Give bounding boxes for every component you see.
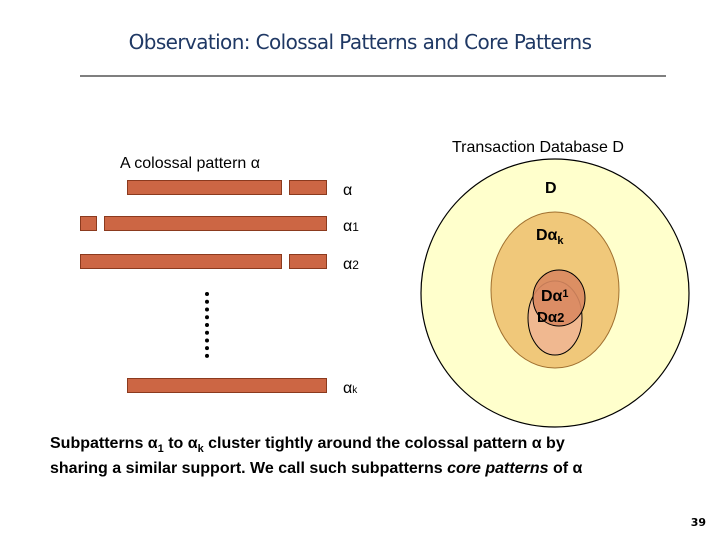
title-divider: [80, 75, 666, 77]
caption: Subpatterns α1 to αk cluster tightly aro…: [50, 434, 680, 479]
D-alpha-1-label: Dα1: [541, 288, 569, 305]
alpha1-label-sub: 1: [352, 220, 359, 234]
alpha2-label-sub: 2: [352, 258, 359, 272]
D-alpha-2-base: Dα: [537, 309, 558, 326]
caption-sub-1: 1: [157, 443, 164, 456]
alphak-row-label: αk: [343, 380, 357, 398]
D-alpha-1-base: Dα: [541, 288, 563, 305]
caption-sub-k: k: [197, 443, 204, 456]
alphak-label-base: α: [343, 380, 353, 397]
D-label: D: [545, 180, 557, 197]
alpha2-bar-segment-2: [289, 254, 327, 269]
colossal-pattern-heading: A colossal pattern α: [120, 155, 260, 172]
D-alpha-1-region: [532, 269, 586, 327]
caption-line1-part-a: Subpatterns α: [50, 435, 158, 452]
caption-line1-part-c: cluster tightly around the colossal patt…: [203, 435, 565, 452]
D-alpha-2-label: Dα2: [537, 309, 564, 326]
slide-title: Observation: Colossal Patterns and Core …: [128, 30, 592, 54]
D-alpha-1-sub: 1: [562, 288, 568, 300]
page-number: 39: [690, 516, 706, 529]
D-alpha-k-sub: k: [557, 235, 564, 247]
alpha-bar-segment-2: [289, 180, 327, 195]
alpha1-bar-segment-1: [80, 216, 97, 231]
alphak-label-sub: k: [352, 385, 358, 396]
caption-line2-part-b: of α: [548, 460, 583, 478]
alpha2-label-base: α: [343, 256, 353, 273]
alpha1-label-base: α: [343, 218, 353, 235]
D-alpha-k-base: Dα: [536, 227, 558, 244]
caption-core-patterns: core patterns: [447, 460, 549, 478]
alpha1-bar-segment-2: [104, 216, 327, 231]
D-alpha-k-label: Dαk: [536, 227, 564, 247]
alpha-row-label: α: [343, 182, 353, 199]
alpha2-bar-segment-1: [80, 254, 282, 269]
ellipsis-dots: [205, 292, 213, 358]
alpha-bar-segment-1: [127, 180, 282, 195]
caption-line2-part-a: sharing a similar support. We call such …: [50, 460, 448, 478]
caption-line1-part-b: to α: [163, 435, 198, 452]
D-alpha-2-sub: 2: [557, 310, 564, 325]
alphak-bar: [127, 378, 327, 393]
alpha2-row-label: α2: [343, 256, 359, 274]
transaction-database-heading: Transaction Database D: [452, 139, 624, 156]
alpha1-row-label: α1: [343, 218, 359, 236]
